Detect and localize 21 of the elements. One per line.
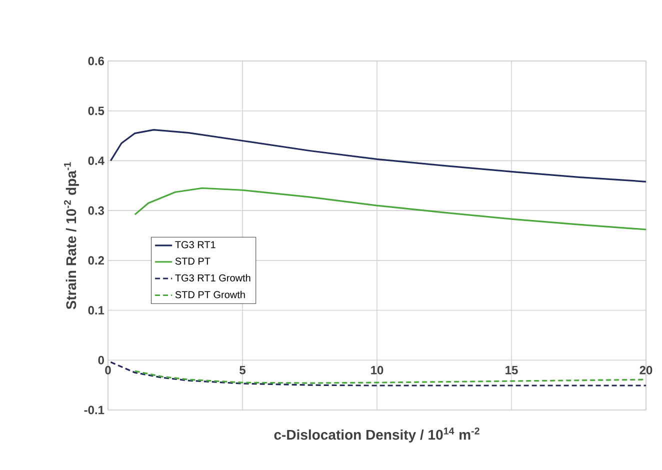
legend-label: STD PT Growth (175, 290, 245, 298)
x-tick-label: 15 (506, 366, 518, 374)
x-tick-label: 10 (371, 366, 384, 374)
x-axis-title: c-Dislocation Density / 10$^{14}$ m$^{-2}$ (274, 428, 480, 442)
line-series (134, 187, 646, 230)
x-tick-label: 0 (105, 366, 111, 374)
y-axis-title: Strain Rate / 10$^{-2}$ dpa$^{-1}$ (64, 162, 79, 310)
legend-label: STD PT (175, 258, 210, 265)
y-tick-label: 0.3 (88, 206, 104, 215)
y-tick-label: 0 (98, 356, 104, 364)
y-tick-label: -0.1 (84, 406, 104, 414)
legend-label: TG3 RT1 Growth (175, 274, 250, 282)
y-tick-label: 0.6 (88, 56, 104, 66)
y-tick-label: 0.2 (88, 256, 104, 265)
line-series (110, 128, 646, 182)
legend-label: TG3 RT1 (175, 241, 216, 248)
x-tick-label: 5 (240, 366, 246, 374)
y-tick-label: 0.1 (88, 306, 104, 315)
y-tick-label: 0.4 (88, 156, 104, 165)
y-tick-label: 0.5 (88, 106, 104, 116)
x-tick-label: 20 (640, 366, 652, 374)
